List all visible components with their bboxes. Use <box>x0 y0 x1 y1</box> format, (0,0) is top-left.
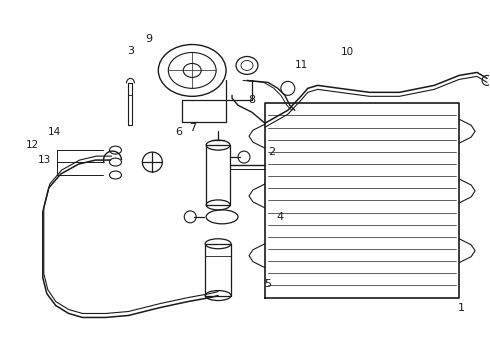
Text: 7: 7 <box>189 123 196 133</box>
Text: 5: 5 <box>265 279 271 289</box>
Text: 4: 4 <box>276 212 283 222</box>
Text: 8: 8 <box>248 95 256 105</box>
Text: 3: 3 <box>127 45 134 55</box>
Text: 1: 1 <box>458 302 465 312</box>
Text: 6: 6 <box>175 127 182 137</box>
Text: 2: 2 <box>269 147 275 157</box>
Text: 14: 14 <box>48 127 61 137</box>
Text: 10: 10 <box>341 48 354 58</box>
Text: 9: 9 <box>145 33 152 44</box>
Text: 12: 12 <box>26 140 40 150</box>
Text: 13: 13 <box>38 155 51 165</box>
Text: 11: 11 <box>295 60 308 71</box>
